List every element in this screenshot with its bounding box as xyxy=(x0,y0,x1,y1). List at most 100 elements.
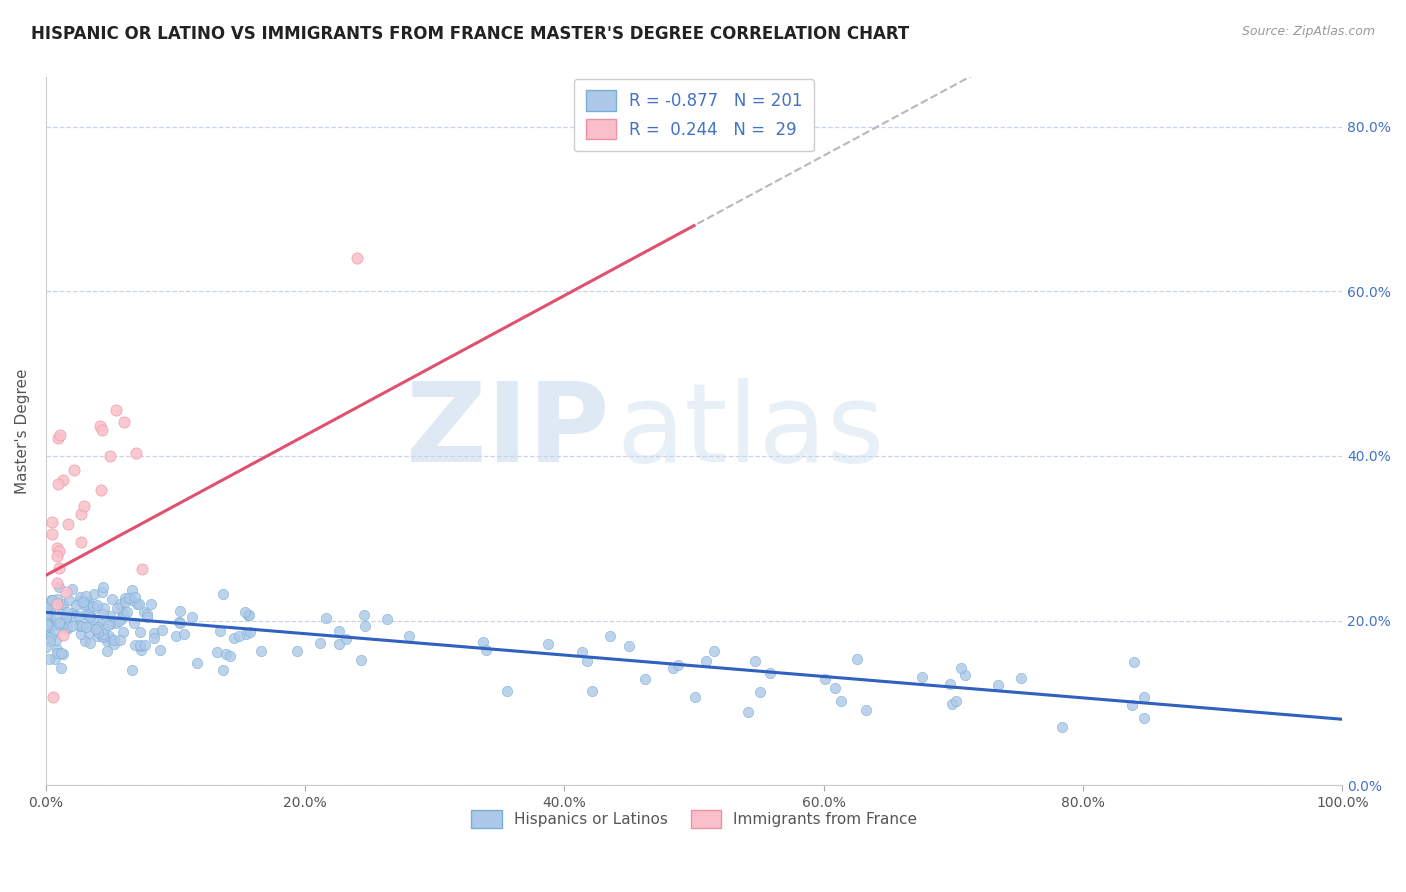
Point xyxy=(39,604,62,618)
Point xyxy=(105,615,128,630)
Point xyxy=(39,592,62,607)
Point xyxy=(87,629,110,643)
Point xyxy=(125,597,148,611)
Point xyxy=(308,636,330,650)
Y-axis label: Master's Degree: Master's Degree xyxy=(15,368,30,494)
Point xyxy=(581,683,603,698)
Point xyxy=(125,446,148,460)
Point xyxy=(129,638,152,652)
Point xyxy=(350,653,373,667)
Point xyxy=(211,663,233,677)
Point xyxy=(98,449,121,463)
Point xyxy=(215,647,238,661)
Point xyxy=(128,625,150,640)
Point xyxy=(212,587,235,601)
Point xyxy=(737,705,759,719)
Point xyxy=(91,607,114,621)
Point xyxy=(121,663,143,677)
Point xyxy=(233,606,256,620)
Point xyxy=(96,644,118,658)
Point xyxy=(48,615,70,630)
Point xyxy=(67,609,90,624)
Point xyxy=(105,601,128,615)
Point xyxy=(79,636,101,650)
Point xyxy=(49,615,72,629)
Point xyxy=(90,616,112,631)
Point xyxy=(58,592,80,607)
Point xyxy=(97,617,120,632)
Point xyxy=(79,616,101,631)
Point xyxy=(576,654,599,668)
Point xyxy=(35,616,58,631)
Point xyxy=(75,634,97,648)
Point xyxy=(46,575,69,590)
Point xyxy=(1122,655,1144,669)
Point xyxy=(695,654,717,668)
Point xyxy=(150,623,173,637)
Point xyxy=(46,642,69,657)
Point xyxy=(45,591,67,606)
Point xyxy=(222,631,245,645)
Point xyxy=(228,629,250,643)
Point xyxy=(118,591,141,605)
Point xyxy=(169,605,191,619)
Point xyxy=(495,684,517,698)
Point xyxy=(56,623,79,637)
Point xyxy=(79,610,101,624)
Point xyxy=(1010,671,1032,685)
Point xyxy=(239,625,262,640)
Point xyxy=(45,597,67,611)
Point xyxy=(41,629,63,643)
Point xyxy=(48,561,70,575)
Point xyxy=(108,597,131,611)
Point xyxy=(35,616,58,631)
Point xyxy=(56,615,79,630)
Point xyxy=(45,647,67,661)
Point xyxy=(93,623,115,637)
Point xyxy=(87,620,110,634)
Point xyxy=(475,642,498,657)
Point xyxy=(830,694,852,708)
Point xyxy=(205,645,228,659)
Point xyxy=(38,633,60,648)
Point xyxy=(617,639,640,653)
Point xyxy=(48,580,70,594)
Point xyxy=(44,651,66,665)
Point xyxy=(44,623,66,637)
Point xyxy=(134,638,156,652)
Point xyxy=(759,666,782,681)
Point xyxy=(335,632,357,647)
Point xyxy=(141,597,163,611)
Point xyxy=(824,681,846,695)
Point xyxy=(63,608,86,623)
Point xyxy=(82,612,104,626)
Point xyxy=(101,592,124,607)
Point xyxy=(52,647,75,661)
Point xyxy=(748,685,770,699)
Point xyxy=(48,618,70,632)
Point xyxy=(238,608,260,623)
Point xyxy=(73,597,96,611)
Point xyxy=(69,590,91,604)
Point xyxy=(73,499,96,513)
Point xyxy=(1050,720,1073,734)
Point xyxy=(124,638,146,652)
Point xyxy=(181,610,204,624)
Point xyxy=(37,617,59,632)
Point xyxy=(70,619,93,633)
Point xyxy=(75,608,97,623)
Point xyxy=(82,599,104,614)
Point xyxy=(128,639,150,653)
Point xyxy=(55,585,77,599)
Point xyxy=(38,651,60,665)
Point xyxy=(945,693,967,707)
Point xyxy=(814,673,837,687)
Point xyxy=(87,625,110,640)
Point xyxy=(41,515,63,529)
Point xyxy=(173,626,195,640)
Point xyxy=(91,581,114,595)
Point xyxy=(69,619,91,633)
Point xyxy=(744,654,766,668)
Point xyxy=(666,658,689,673)
Point xyxy=(471,634,494,648)
